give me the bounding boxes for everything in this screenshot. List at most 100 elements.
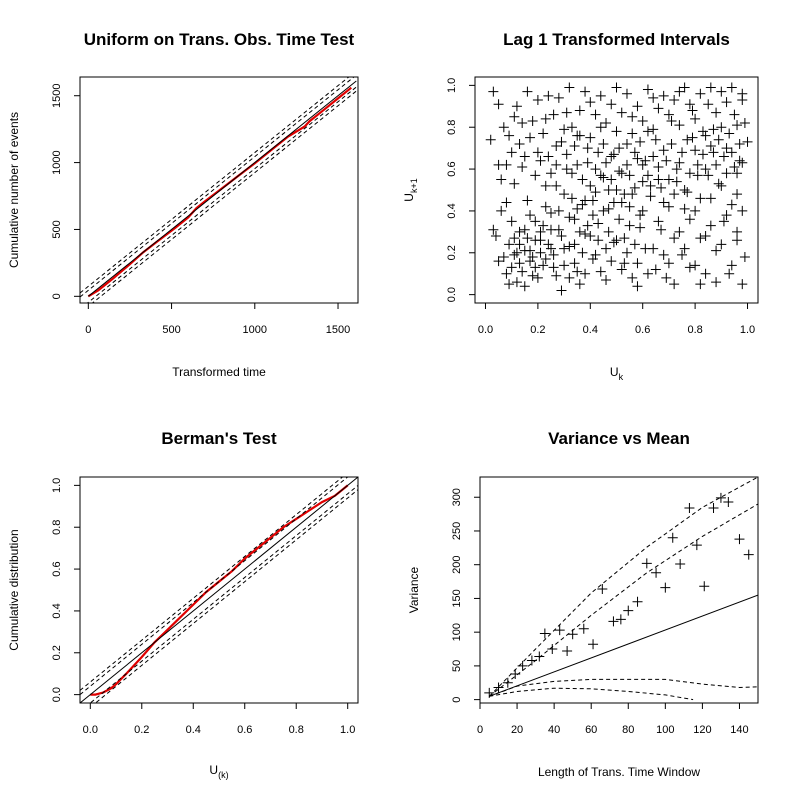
lag1-point-marker <box>527 115 538 126</box>
variance-series-line-4 <box>489 678 758 697</box>
lag1-point-marker <box>556 136 567 147</box>
lag1-point-marker <box>695 233 706 244</box>
lag1-point-marker <box>632 153 643 164</box>
lag1-point-marker <box>732 226 743 237</box>
berman-series-line-5 <box>80 477 344 691</box>
lag1-point-marker <box>713 134 724 145</box>
lag1-x-tick-label: 0.4 <box>583 324 598 336</box>
lag1-point-marker <box>645 191 656 202</box>
lag1-point-marker <box>598 138 609 149</box>
uniform-x-tick-label: 0 <box>85 324 91 336</box>
lag1-point-marker <box>535 226 546 237</box>
lag1-point-marker <box>700 231 711 242</box>
lag1-point-marker <box>564 272 575 283</box>
lag1-point-marker <box>653 174 664 185</box>
variance-x-tick-label: 120 <box>693 724 711 736</box>
lag1-point-marker <box>580 228 591 239</box>
lag1-point-marker <box>703 99 714 110</box>
lag1-point-marker <box>504 279 515 290</box>
lag1-point-marker <box>556 285 567 296</box>
lag1-point-marker <box>561 149 572 160</box>
lag1-point-marker <box>501 197 512 208</box>
lag1-point-marker <box>732 235 743 246</box>
lag1-point-marker <box>522 233 533 244</box>
berman-y-tick-label: 0.4 <box>51 603 63 618</box>
lag1-point-marker <box>658 145 669 156</box>
lag1-point-marker <box>566 193 577 204</box>
lag1-point-marker <box>690 145 701 156</box>
lag1-point-marker <box>572 159 583 170</box>
lag1-x-tick-label: 1.0 <box>740 324 755 336</box>
lag1-point-marker <box>739 251 750 262</box>
lag1-point-marker <box>640 155 651 166</box>
lag1-point-marker <box>611 82 622 93</box>
lag1-point-marker <box>656 182 667 193</box>
lag1-point-marker <box>666 138 677 149</box>
berman-series-line-2 <box>80 477 358 703</box>
lag1-point-marker <box>551 159 562 170</box>
lag1-x-axis-label-sub: k <box>619 372 624 382</box>
uniform-x-tick-label: 500 <box>162 324 180 336</box>
lag1-point-marker <box>606 99 617 110</box>
lag1-point-marker <box>671 176 682 187</box>
lag1-point-marker <box>493 159 504 170</box>
lag1-y-axis-label: Uk+1 <box>402 178 419 201</box>
variance-point-marker <box>651 567 662 578</box>
lag1-point-marker <box>663 109 674 120</box>
variance-point-marker <box>567 629 578 640</box>
lag1-point-marker <box>580 268 591 279</box>
lag1-point-marker <box>716 122 727 133</box>
lag1-point-marker <box>692 159 703 170</box>
lag1-point-marker <box>627 272 638 283</box>
lag1-point-marker <box>632 281 643 292</box>
lag1-point-marker <box>535 155 546 166</box>
berman-x-tick-label: 1.0 <box>340 724 355 736</box>
variance-series-line-3 <box>488 503 758 697</box>
lag1-point-marker <box>530 170 541 181</box>
lag1-point-marker <box>663 174 674 185</box>
lag1-point-marker <box>598 172 609 183</box>
lag1-point-marker <box>669 233 680 244</box>
lag1-point-marker <box>496 174 507 185</box>
lag1-point-marker <box>595 90 606 101</box>
lag1-point-marker <box>674 86 685 97</box>
variance-y-axis-label: Variance <box>407 566 421 613</box>
lag1-point-marker <box>511 101 522 112</box>
lag1-point-marker <box>501 268 512 279</box>
variance-point-marker <box>734 534 745 545</box>
lag1-point-marker <box>553 205 564 216</box>
lag1-point-marker <box>729 161 740 172</box>
lag1-point-marker <box>635 210 646 221</box>
variance-y-tick-label: 50 <box>451 660 463 672</box>
lag1-point-marker <box>616 264 627 275</box>
lag1-point-marker <box>674 120 685 131</box>
lag1-point-marker <box>572 130 583 141</box>
variance-point-marker <box>675 559 686 570</box>
lag1-point-marker <box>711 107 722 118</box>
lag1-point-marker <box>677 147 688 158</box>
lag1-point-marker <box>514 226 525 237</box>
lag1-point-marker <box>658 90 669 101</box>
lag1-point-marker <box>692 170 703 181</box>
lag1-point-marker <box>627 111 638 122</box>
lag1-point-marker <box>498 122 509 133</box>
lag1-point-marker <box>608 237 619 248</box>
lag1-point-marker <box>650 134 661 145</box>
variance-point-marker <box>554 625 565 636</box>
variance-y-tick-label: 150 <box>451 589 463 607</box>
lag1-point-marker <box>582 220 593 231</box>
lag1-point-marker <box>601 243 612 254</box>
berman-y-axis-label: Cumulative distribution <box>7 529 21 650</box>
variance-x-axis-label-main: Length of Trans. Time Window <box>538 765 700 779</box>
lag1-point-marker <box>661 272 672 283</box>
uniform-title: Uniform on Trans. Obs. Time Test <box>84 30 355 49</box>
lag1-point-marker <box>553 92 564 103</box>
lag1-point-marker <box>642 126 653 137</box>
lag1-point-marker <box>616 168 627 179</box>
lag1-point-marker <box>509 111 520 122</box>
lag1-point-marker <box>506 216 517 227</box>
lag1-point-marker <box>514 138 525 149</box>
lag1-point-marker <box>595 266 606 277</box>
lag1-point-marker <box>593 235 604 246</box>
